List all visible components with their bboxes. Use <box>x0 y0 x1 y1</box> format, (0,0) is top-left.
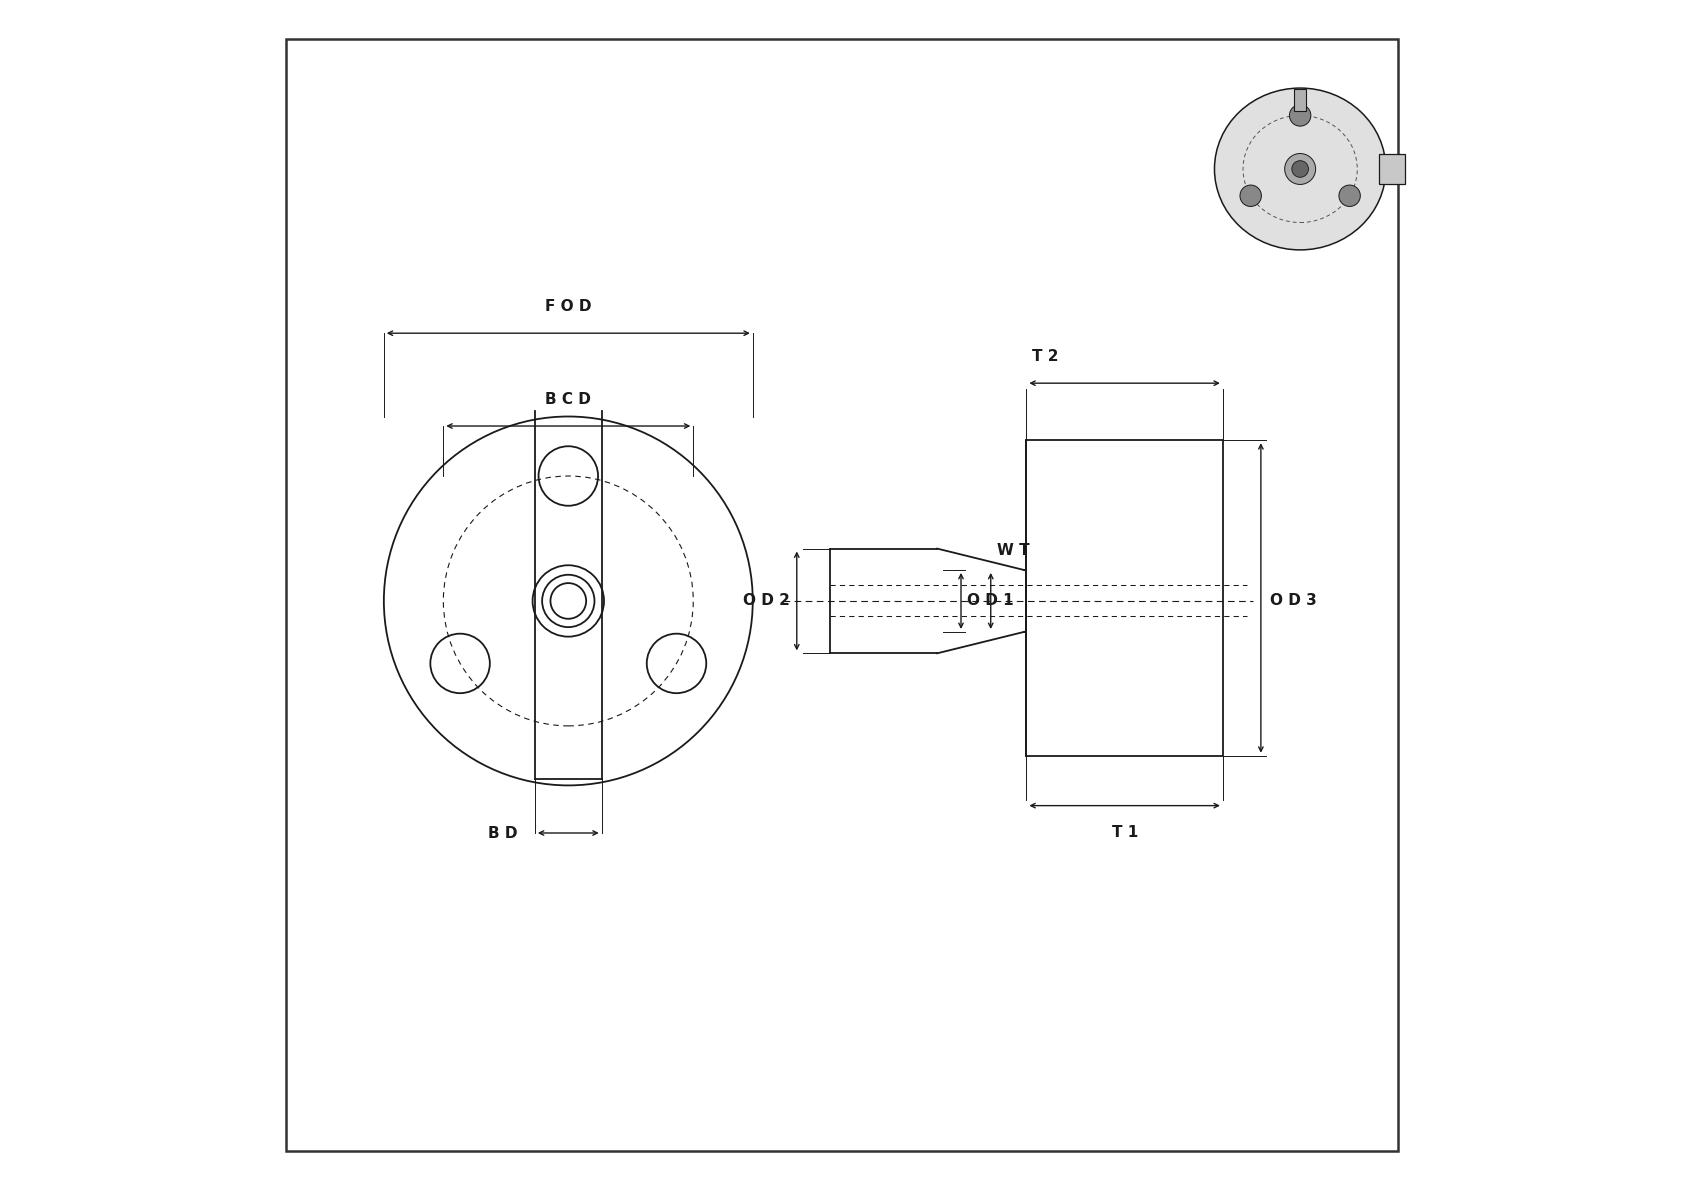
Text: B D: B D <box>488 826 517 840</box>
Ellipse shape <box>1214 88 1386 250</box>
Text: B C D: B C D <box>546 392 591 407</box>
Text: W T: W T <box>997 544 1029 558</box>
Text: O D 1: O D 1 <box>967 594 1014 608</box>
Bar <box>1295 89 1307 111</box>
Circle shape <box>1292 161 1308 177</box>
Circle shape <box>1285 154 1315 184</box>
Circle shape <box>1239 184 1261 207</box>
Circle shape <box>1290 105 1310 126</box>
Text: T 1: T 1 <box>1111 825 1138 840</box>
Circle shape <box>1339 184 1361 207</box>
Text: O D 3: O D 3 <box>1270 594 1317 608</box>
Text: O D 2: O D 2 <box>743 594 790 608</box>
Text: F O D: F O D <box>546 299 591 314</box>
Bar <box>1027 440 1223 756</box>
Bar <box>1379 154 1404 184</box>
Text: T 2: T 2 <box>1032 349 1059 364</box>
